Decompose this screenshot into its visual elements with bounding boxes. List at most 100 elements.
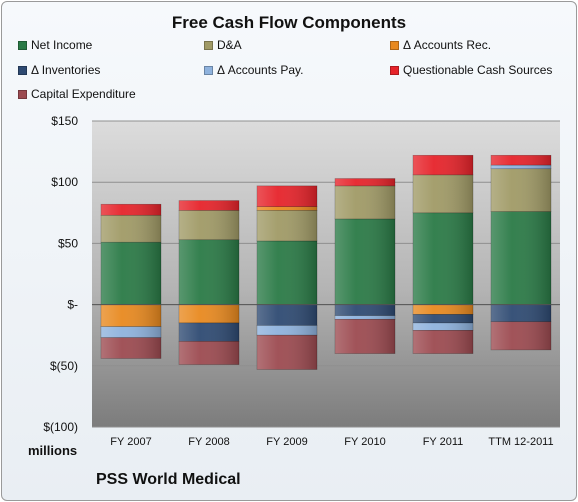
bar-accounts-pay-fy-2011 [412, 322, 474, 331]
bar-shade [101, 204, 161, 216]
bar-capital-expenditure-fy-2011 [412, 330, 474, 354]
bar-shade [257, 206, 317, 211]
legend-item-questionable-cash-sources: Questionable Cash Sources [390, 62, 552, 78]
bar-shade [413, 155, 473, 175]
bar-shade [101, 215, 161, 243]
bar-shade [491, 165, 551, 169]
bar-accounts-pay-fy-2007 [100, 326, 162, 338]
bar-shade [101, 337, 161, 359]
y-tick-label: $(50) [50, 359, 78, 373]
bar-accounts-rec-fy-2009 [256, 206, 318, 211]
bar-shade [179, 341, 239, 365]
bar-shade [335, 218, 395, 305]
bar-shade [257, 325, 317, 336]
bar-shade [101, 242, 161, 305]
bar-capital-expenditure-fy-2009 [256, 334, 318, 370]
bar-inventories-fy-2010 [334, 304, 396, 316]
bar-accounts-pay-fy-2010 [334, 315, 396, 320]
legend-item-d-a: D&A [204, 37, 242, 53]
bar-questionable-cash-sources-fy-2007 [100, 203, 162, 216]
bar-shade [335, 319, 395, 354]
bar-shade [413, 304, 473, 315]
legend-swatch [204, 40, 213, 50]
plot-area [92, 121, 560, 427]
bar-shade [491, 211, 551, 305]
bar-shade [257, 240, 317, 305]
bar-shade [257, 304, 317, 326]
bar-shade [413, 330, 473, 354]
legend-swatch [18, 89, 27, 99]
legend-swatch [204, 65, 213, 75]
x-tick-label: TTM 12-2011 [488, 436, 553, 448]
bar-shade [179, 210, 239, 240]
bar-capital-expenditure-ttm-12-2011 [490, 321, 552, 351]
bar-shade [335, 304, 395, 316]
legend-label: Net Income [31, 38, 93, 52]
legend-swatch [18, 40, 27, 50]
y-tick-label: $100 [51, 175, 78, 189]
legend-label: Δ Accounts Rec. [403, 38, 492, 52]
y-tick-label: $50 [58, 236, 78, 250]
bar-inventories-ttm-12-2011 [490, 304, 552, 323]
legend-item-net-income: Net Income [18, 37, 92, 53]
bar-shade [257, 210, 317, 241]
legend-label: D&A [217, 38, 242, 52]
bar-accounts-pay-ttm-12-2011 [490, 164, 552, 170]
bar-questionable-cash-sources-fy-2010 [334, 178, 396, 187]
legend-swatch [18, 65, 27, 75]
bar-questionable-cash-sources-ttm-12-2011 [490, 154, 552, 166]
bar-accounts-rec-fy-2007 [100, 304, 162, 327]
bar-accounts-pay-fy-2009 [256, 325, 318, 336]
legend-item-inventories: Δ Inventories [18, 62, 100, 78]
bar-shade [179, 304, 239, 323]
legend-label: Δ Inventories [31, 63, 101, 77]
bar-net-income-fy-2007 [100, 241, 162, 305]
bar-net-income-fy-2008 [178, 239, 240, 305]
chart-title: Free Cash Flow Components [171, 13, 407, 32]
legend-swatch [390, 65, 399, 75]
bar-accounts-rec-fy-2011 [412, 304, 474, 315]
bar-inventories-fy-2008 [178, 322, 240, 342]
bar-net-income-fy-2011 [412, 212, 474, 305]
bar-shade [257, 185, 317, 207]
legend-label: Capital Expenditure [31, 87, 136, 101]
unit-label: millions [28, 443, 78, 458]
bar-d-a-fy-2008 [178, 210, 240, 241]
bar-capital-expenditure-fy-2008 [178, 341, 240, 365]
bar-questionable-cash-sources-fy-2011 [412, 154, 474, 176]
bar-d-a-ttm-12-2011 [490, 168, 552, 212]
bar-shade [413, 174, 473, 213]
bar-accounts-rec-fy-2008 [178, 304, 240, 324]
x-tick-label: FY 2008 [188, 436, 229, 448]
bar-inventories-fy-2009 [256, 304, 318, 326]
bar-shade [179, 239, 239, 305]
legend-item-accounts-pay: Δ Accounts Pay. [204, 62, 304, 78]
bar-capital-expenditure-fy-2007 [100, 337, 162, 359]
bar-shade [335, 178, 395, 186]
x-tick-label: FY 2009 [266, 436, 307, 448]
bar-shade [491, 321, 551, 350]
bar-shade [491, 168, 551, 212]
bar-shade [491, 304, 551, 322]
legend-item-accounts-rec: Δ Accounts Rec. [390, 37, 491, 53]
bar-shade [179, 200, 239, 211]
x-tick-label: FY 2010 [344, 436, 385, 448]
legend-label: Δ Accounts Pay. [217, 63, 304, 77]
bar-d-a-fy-2010 [334, 185, 396, 220]
bar-questionable-cash-sources-fy-2009 [256, 185, 318, 207]
bar-shade [335, 185, 395, 219]
bar-net-income-ttm-12-2011 [490, 211, 552, 305]
y-tick-label: $- [67, 298, 78, 312]
company-label: PSS World Medical [96, 471, 241, 488]
bar-shade [413, 314, 473, 323]
bar-shade [101, 304, 161, 327]
bar-d-a-fy-2011 [412, 174, 474, 214]
bar-shade [335, 315, 395, 320]
bar-d-a-fy-2007 [100, 214, 162, 243]
bar-capital-expenditure-fy-2010 [334, 318, 396, 354]
legend-item-capital-expenditure: Capital Expenditure [18, 86, 136, 102]
bar-net-income-fy-2010 [334, 218, 396, 305]
bar-questionable-cash-sources-fy-2008 [178, 200, 240, 211]
legend-swatch [390, 40, 399, 50]
